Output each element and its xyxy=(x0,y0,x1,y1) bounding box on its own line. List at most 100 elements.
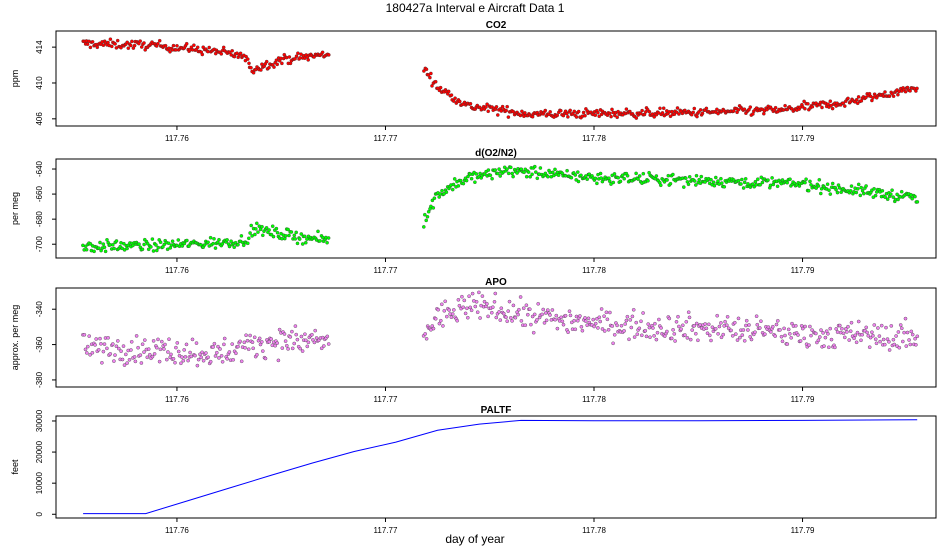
y-tick-label: 30000 xyxy=(35,409,44,432)
data-point xyxy=(602,314,606,318)
data-point xyxy=(112,359,116,363)
data-point xyxy=(230,342,234,346)
data-point xyxy=(818,335,822,339)
panel-title: PALTF xyxy=(481,405,512,416)
data-point xyxy=(677,112,681,116)
data-point xyxy=(833,345,837,350)
data-point xyxy=(903,89,908,94)
data-point xyxy=(100,361,104,365)
data-point xyxy=(704,326,709,331)
data-point xyxy=(736,316,741,321)
data-point xyxy=(452,177,457,181)
data-point xyxy=(319,346,324,351)
data-point xyxy=(848,329,853,333)
data-point xyxy=(524,303,529,307)
data-point xyxy=(521,306,526,310)
data-point xyxy=(305,344,310,349)
data-point xyxy=(653,321,657,326)
data-point xyxy=(804,177,808,181)
data-point xyxy=(299,52,303,56)
data-point xyxy=(247,236,251,241)
data-point xyxy=(610,107,614,112)
data-point xyxy=(530,172,534,177)
data-point xyxy=(146,347,151,351)
y-tick-label: -700 xyxy=(35,236,44,253)
data-point xyxy=(612,172,617,176)
data-point xyxy=(219,354,224,358)
data-point xyxy=(834,187,838,192)
data-point xyxy=(546,308,550,312)
data-point xyxy=(716,332,720,336)
data-point xyxy=(540,312,544,317)
data-point xyxy=(808,324,812,329)
data-point xyxy=(451,182,456,187)
series-points xyxy=(81,37,919,120)
data-point xyxy=(125,361,129,365)
data-point xyxy=(580,328,585,333)
data-point xyxy=(780,339,785,344)
data-point xyxy=(494,315,499,320)
data-point xyxy=(568,108,572,113)
data-point xyxy=(870,330,874,334)
data-point xyxy=(631,308,636,312)
data-point xyxy=(736,108,741,112)
data-point xyxy=(687,315,692,320)
data-point xyxy=(634,171,638,176)
data-point xyxy=(88,242,93,246)
data-point xyxy=(150,237,155,241)
data-point xyxy=(864,184,868,188)
data-point xyxy=(845,330,849,334)
data-point xyxy=(515,171,519,175)
data-point xyxy=(433,317,438,321)
data-point xyxy=(542,321,547,325)
data-point xyxy=(174,345,178,350)
data-point xyxy=(665,329,669,334)
data-point xyxy=(775,184,780,189)
data-point xyxy=(294,54,299,58)
data-point xyxy=(430,84,434,88)
data-point xyxy=(695,114,699,119)
data-point xyxy=(94,337,98,341)
data-point xyxy=(295,337,300,342)
data-point xyxy=(637,174,642,178)
data-point xyxy=(509,165,513,170)
data-point xyxy=(108,37,113,41)
data-point xyxy=(674,320,679,324)
data-point xyxy=(828,192,833,196)
data-point xyxy=(260,340,264,344)
plot-frame xyxy=(55,287,937,388)
data-point xyxy=(142,350,146,354)
data-point xyxy=(480,294,485,298)
data-point xyxy=(611,180,616,185)
data-point xyxy=(125,246,129,251)
data-point xyxy=(859,185,863,190)
data-point xyxy=(424,67,429,72)
data-point xyxy=(140,247,145,252)
data-point xyxy=(762,111,766,116)
data-point xyxy=(543,311,548,315)
data-point xyxy=(907,338,911,342)
data-point xyxy=(121,344,126,348)
data-point xyxy=(826,332,830,336)
plot-frame xyxy=(55,415,937,519)
data-point xyxy=(326,236,331,240)
data-point xyxy=(122,363,127,367)
data-point xyxy=(622,329,626,333)
data-point xyxy=(114,344,119,348)
y-tick-label: -360 xyxy=(35,336,44,353)
data-point xyxy=(173,360,177,365)
data-point xyxy=(750,182,755,186)
data-point xyxy=(905,330,910,335)
data-point xyxy=(261,349,265,353)
data-point xyxy=(241,243,246,248)
y-tick-label: 414 xyxy=(35,40,44,54)
data-point xyxy=(497,310,501,314)
data-point xyxy=(518,295,523,299)
data-point xyxy=(598,319,602,324)
data-point xyxy=(92,249,96,254)
data-point xyxy=(810,105,815,109)
data-point xyxy=(754,314,759,318)
data-point xyxy=(736,178,741,183)
data-point xyxy=(755,322,760,327)
data-point xyxy=(643,328,648,333)
